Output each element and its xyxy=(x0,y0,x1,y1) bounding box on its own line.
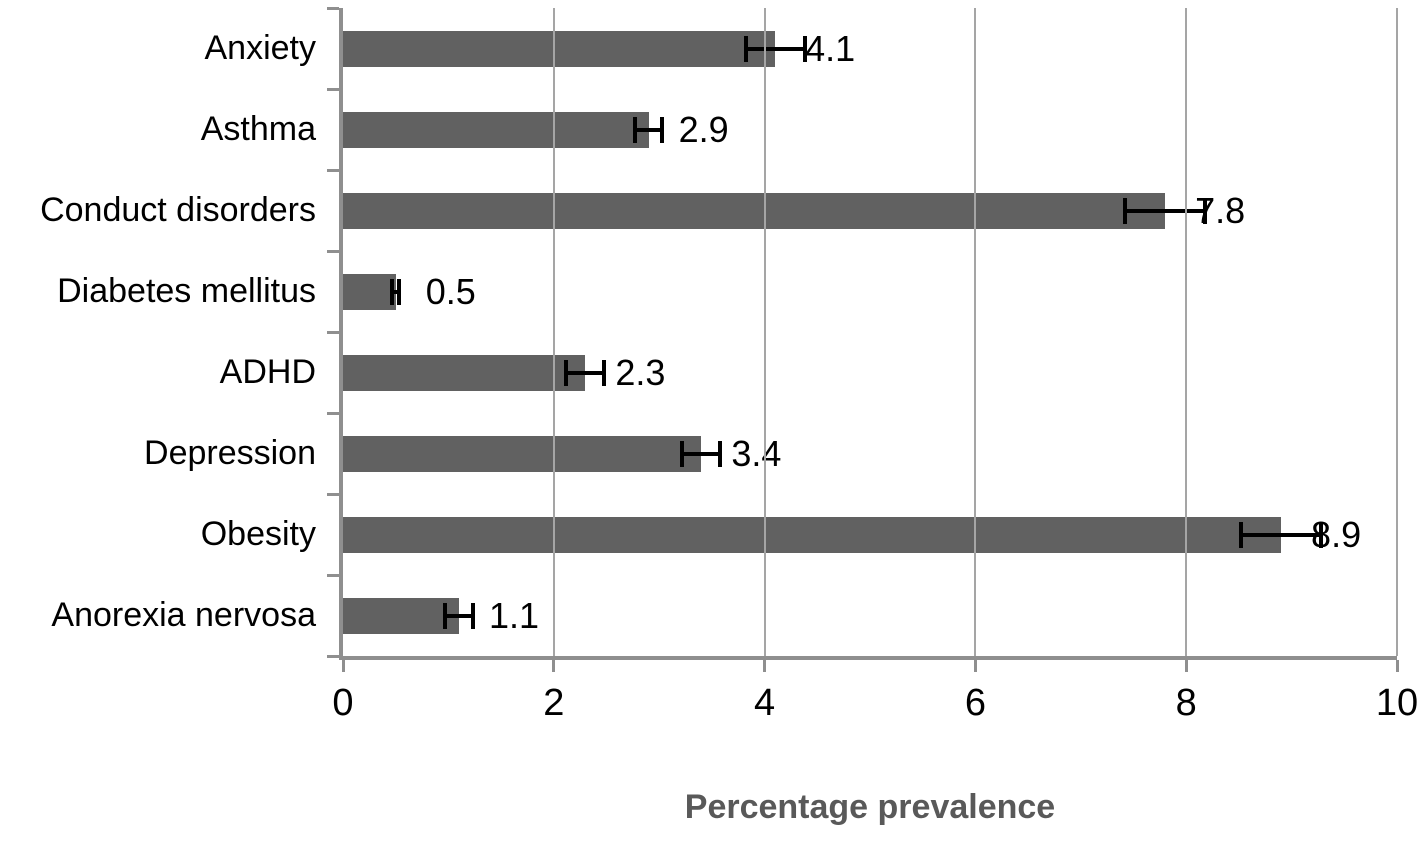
y-axis-tick xyxy=(327,654,339,658)
error-bar xyxy=(390,278,401,305)
bar-row: 8.9 xyxy=(343,494,1397,575)
gridline xyxy=(974,8,977,656)
gridline xyxy=(1396,8,1398,656)
bar xyxy=(343,273,396,310)
error-bar xyxy=(743,35,807,62)
x-axis-tick-label: 2 xyxy=(543,682,565,724)
x-axis-tick xyxy=(763,660,767,672)
y-axis-tick xyxy=(327,411,339,415)
x-axis-tick-labels: 0 2 4 6 8 10 xyxy=(332,682,1418,732)
bar xyxy=(343,516,1282,553)
x-axis-tick xyxy=(973,660,977,672)
bar-row: 4.1 xyxy=(343,8,1397,89)
data-label: 7.8 xyxy=(1195,189,1246,231)
error-bar xyxy=(632,116,665,143)
x-axis-tick xyxy=(552,660,556,672)
x-axis-tick-label: 6 xyxy=(964,682,986,724)
y-axis-tick xyxy=(327,492,339,496)
error-bar xyxy=(1238,521,1324,548)
category-label: ADHD xyxy=(219,353,316,391)
x-axis-title: Percentage prevalence xyxy=(684,788,1056,826)
x-axis-tick xyxy=(1395,660,1399,672)
data-label: 2.9 xyxy=(678,108,729,150)
bar xyxy=(343,111,649,148)
gridline xyxy=(552,8,555,656)
bar xyxy=(343,435,702,472)
bar-row: 7.8 xyxy=(343,170,1397,251)
bar xyxy=(343,354,586,391)
x-axis-tick-label: 0 xyxy=(332,682,354,724)
error-bar xyxy=(443,602,475,629)
bar xyxy=(343,192,1166,229)
y-axis-tick xyxy=(327,330,339,334)
bar-row: 0.5 xyxy=(343,251,1397,332)
data-label: 8.9 xyxy=(1311,513,1362,555)
bar-row: 2.9 xyxy=(343,89,1397,170)
x-axis-tick-label: 4 xyxy=(754,682,776,724)
bar-rows: 4.1 2.9 7.8 0.5 2.3 3.4 8.9 1.1 xyxy=(343,8,1397,656)
y-axis-tick xyxy=(327,6,339,10)
data-label: 1.1 xyxy=(488,594,539,636)
category-label: Depression xyxy=(144,434,316,472)
plot-area: 4.1 2.9 7.8 0.5 2.3 3.4 8.9 1.1 xyxy=(327,6,1399,672)
y-axis-tick xyxy=(327,249,339,253)
bar xyxy=(343,30,776,67)
y-axis-tick xyxy=(327,573,339,577)
data-label: 3.4 xyxy=(731,432,782,474)
gridline xyxy=(763,8,766,656)
category-label: Diabetes mellitus xyxy=(57,272,316,310)
category-axis-labels: Anxiety Asthma Conduct disorders Diabetes m… xyxy=(0,8,329,656)
x-axis-tick xyxy=(341,660,345,672)
data-label: 4.1 xyxy=(805,27,856,69)
category-label: Asthma xyxy=(200,110,316,148)
bar-row: 3.4 xyxy=(343,413,1397,494)
y-axis-tick xyxy=(327,168,339,172)
x-axis-tick-label: 10 xyxy=(1375,682,1419,724)
data-label: 2.3 xyxy=(615,351,666,393)
category-label: Conduct disorders xyxy=(40,191,316,229)
category-label: Anxiety xyxy=(204,29,317,67)
bar-row: 1.1 xyxy=(343,575,1397,656)
gridline xyxy=(1185,8,1188,656)
bar-row: 2.3 xyxy=(343,332,1397,413)
error-bar xyxy=(564,359,607,386)
x-axis-tick xyxy=(1184,660,1188,672)
y-axis-tick xyxy=(327,87,339,91)
bar xyxy=(343,597,459,634)
x-axis-tick-label: 8 xyxy=(1175,682,1197,724)
error-bar xyxy=(1122,197,1208,224)
category-label: Anorexia nervosa xyxy=(51,596,316,634)
data-label: 0.5 xyxy=(425,270,476,312)
error-bar xyxy=(680,440,723,467)
category-label: Obesity xyxy=(200,515,316,553)
